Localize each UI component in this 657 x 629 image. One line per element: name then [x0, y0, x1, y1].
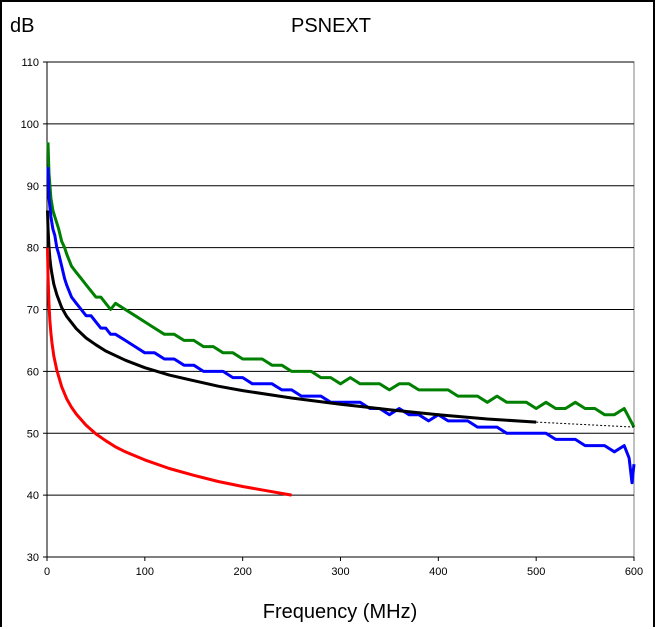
y-tick-label-50: 50 — [27, 428, 39, 440]
y-axis-label: dB — [10, 15, 34, 37]
x-tick-label-600: 600 — [625, 566, 643, 578]
y-tick-label-110: 110 — [21, 57, 39, 69]
y-tick-label-70: 70 — [27, 305, 39, 317]
series-line-4 — [46, 247, 292, 497]
series-lines — [46, 142, 636, 497]
series-line-2 — [46, 210, 537, 424]
x-axis-label: Frequency (MHz) — [263, 601, 417, 623]
x-tick-label-200: 200 — [233, 566, 251, 578]
series-line-3 — [536, 421, 635, 428]
series-line-0 — [46, 142, 636, 428]
y-tick-label-60: 60 — [27, 366, 39, 378]
series-line-1 — [46, 167, 636, 485]
x-tick-label-400: 400 — [429, 566, 447, 578]
x-tick-label-500: 500 — [527, 566, 545, 578]
tick-labels: 0 100 200 300 400 500 600 30 40 50 60 70 80 90 100 110 — [21, 57, 644, 578]
y-tick-label-30: 30 — [27, 552, 39, 564]
chart-title: PSNEXT — [291, 15, 371, 37]
y-tick-label-80: 80 — [27, 243, 39, 255]
x-tick-label-300: 300 — [331, 566, 349, 578]
x-tick-label-100: 100 — [136, 566, 154, 578]
x-tick-label-0: 0 — [44, 566, 50, 578]
y-tick-label-100: 100 — [21, 119, 39, 131]
y-tick-label-40: 40 — [27, 490, 39, 502]
y-tick-label-90: 90 — [27, 181, 39, 193]
